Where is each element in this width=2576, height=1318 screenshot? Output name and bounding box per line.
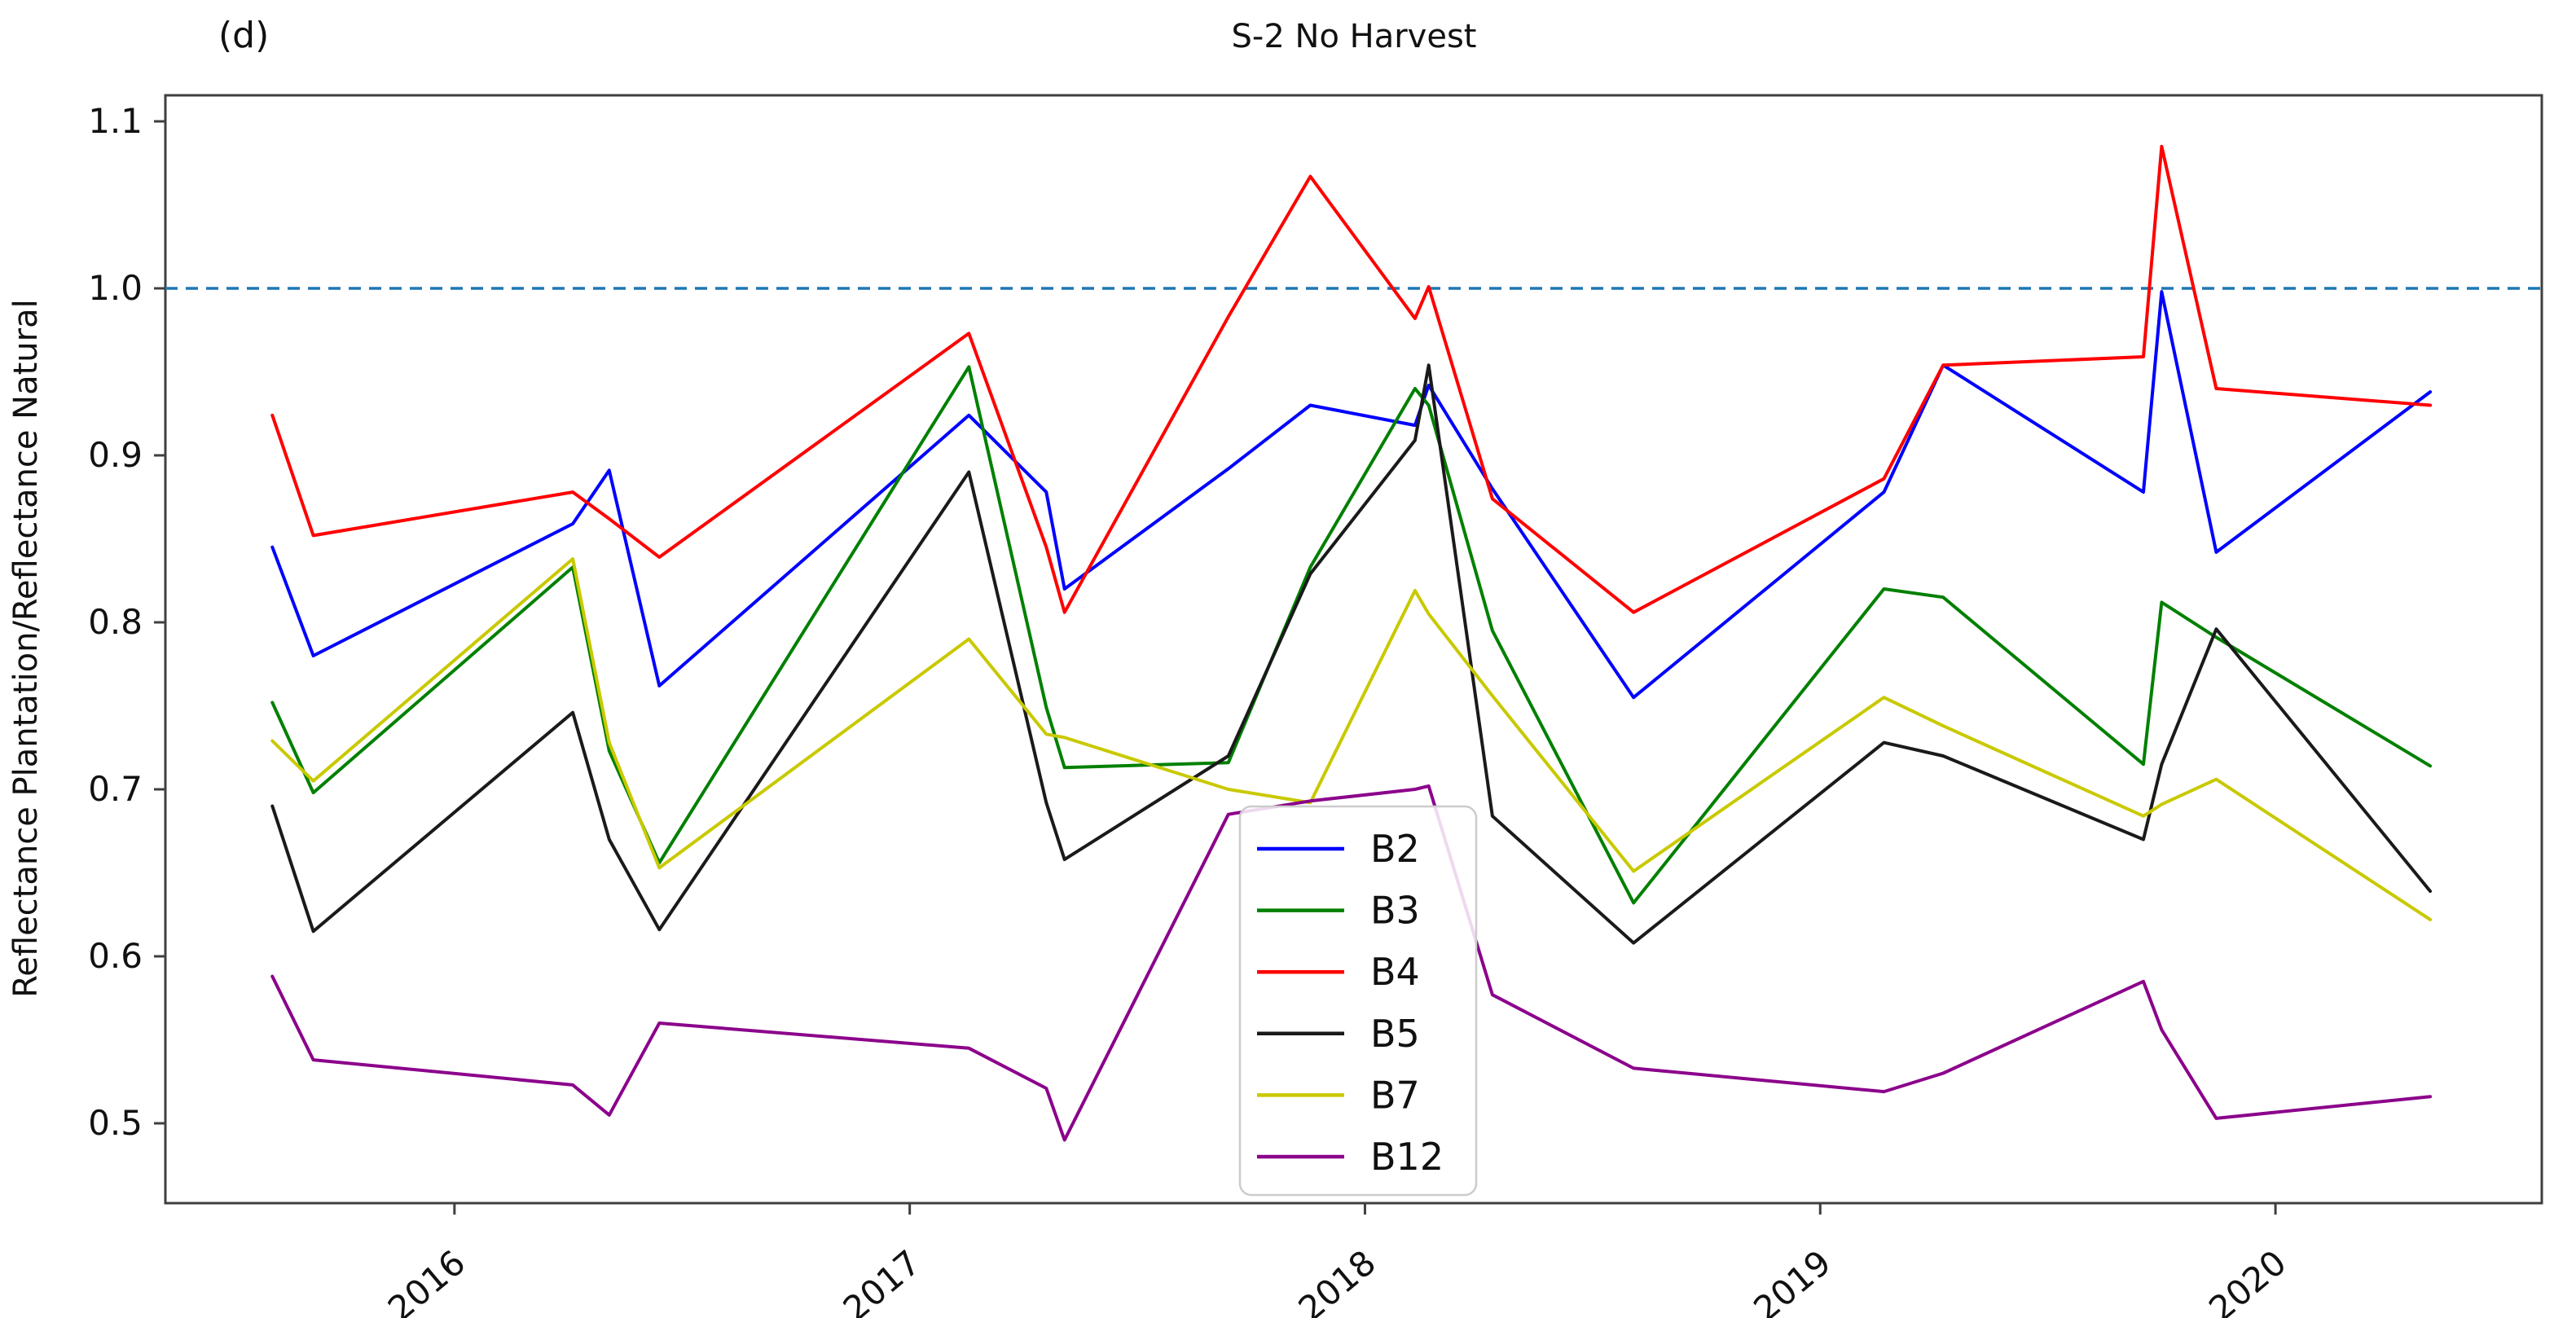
legend-box <box>1238 805 1478 1197</box>
y-tick-label: 1.0 <box>88 268 143 308</box>
series-line-B2 <box>270 290 2433 700</box>
x-tick-label: 2018 <box>1291 1242 1383 1318</box>
series-line-B5 <box>270 363 2433 945</box>
series-line-B3 <box>270 365 2433 905</box>
x-tick-label: 2016 <box>380 1242 473 1318</box>
x-tick-label: 2019 <box>1746 1242 1838 1318</box>
legend-label-B4: B4 <box>1370 950 1420 994</box>
y-tick-label: 0.9 <box>88 435 143 475</box>
legend-label-B3: B3 <box>1370 889 1420 933</box>
legend-label-B7: B7 <box>1370 1073 1420 1117</box>
y-tick-label: 1.1 <box>88 101 143 141</box>
subplot-corner-label: (d) <box>218 15 270 56</box>
x-tick-label: 2017 <box>836 1242 928 1318</box>
y-tick-label: 0.8 <box>88 602 143 642</box>
legend-label-B5: B5 <box>1370 1012 1420 1056</box>
axes-frame <box>164 94 2543 1205</box>
series-line-B12 <box>270 784 2433 1142</box>
series-line-B7 <box>270 557 2433 921</box>
y-tick-label: 0.6 <box>88 936 143 976</box>
y-tick-label: 0.7 <box>88 769 143 809</box>
chart-title: S-2 No Harvest <box>1231 18 1477 55</box>
series-line-B4 <box>270 144 2433 614</box>
y-tick-label: 0.5 <box>88 1103 143 1143</box>
legend-label-B12: B12 <box>1370 1135 1444 1179</box>
x-tick-label: 2020 <box>2201 1242 2293 1318</box>
legend-label-B2: B2 <box>1370 827 1420 871</box>
